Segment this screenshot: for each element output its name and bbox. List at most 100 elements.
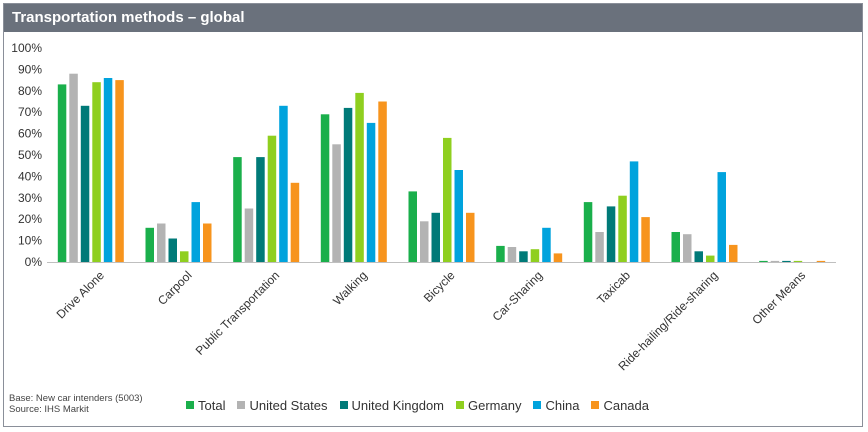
bar (408, 191, 417, 262)
y-tick-label: 60% (18, 127, 42, 141)
bar (496, 245, 505, 262)
legend-label: Canada (603, 397, 649, 413)
bar (553, 253, 563, 262)
bar (816, 260, 826, 262)
legend-label: China (545, 397, 580, 413)
bar (157, 223, 166, 262)
bar (366, 122, 376, 263)
bar (782, 260, 791, 262)
bar (420, 221, 429, 262)
bar (431, 212, 440, 262)
bar (770, 260, 780, 262)
bar (80, 105, 90, 262)
y-tick-label: 70% (18, 105, 42, 119)
footnote-source: Source: IHS Markit (9, 404, 89, 415)
legend-label: United Kingdom (351, 397, 445, 413)
bar (168, 238, 177, 262)
y-tick-label: 40% (18, 169, 42, 183)
bar (443, 137, 452, 262)
bar (256, 157, 265, 262)
legend-item: Germany (456, 398, 521, 413)
legend: Total United States United Kingdom Germany C… (186, 397, 649, 413)
bar (618, 195, 627, 262)
bar (530, 249, 540, 262)
bar (332, 144, 341, 262)
legend-item: Total (186, 398, 225, 413)
bar (320, 114, 330, 262)
bar (454, 170, 463, 262)
bar (69, 73, 78, 262)
bar (641, 217, 650, 262)
bar (629, 161, 639, 262)
bar (595, 232, 604, 262)
x-tick-label: Car-Sharing (490, 268, 546, 324)
y-tick-label: 100% (11, 41, 42, 55)
x-tick-label: Drive Alone (54, 268, 108, 322)
bar (267, 135, 277, 262)
x-tick-label: Ride-hailing/Ride-sharing (615, 268, 720, 373)
x-tick-label: Taxicab (594, 268, 633, 307)
bar (343, 107, 353, 263)
bar (466, 212, 475, 262)
bar (671, 232, 680, 262)
bar-group (57, 73, 826, 263)
legend-swatch (237, 401, 246, 409)
x-tick-label: Public Transportation (193, 268, 283, 358)
bar (290, 182, 300, 262)
legend-swatch (533, 401, 542, 409)
y-tick-label: 20% (18, 212, 42, 226)
bar (519, 251, 528, 262)
legend-swatch (186, 401, 194, 409)
footnote: Base: New car intenders (5003) Source: I… (9, 393, 143, 415)
y-tick-label: 50% (18, 148, 42, 162)
y-tick-label: 10% (18, 234, 42, 248)
legend-item: United States (237, 397, 328, 413)
bar (542, 227, 551, 262)
bar (57, 84, 67, 263)
x-tick-label: Other Means (749, 268, 808, 327)
legend-label: Total (198, 397, 226, 413)
bar (683, 234, 692, 262)
bar (191, 202, 200, 262)
y-tick-label: 30% (18, 191, 42, 205)
bar (606, 206, 616, 262)
bar (729, 244, 738, 262)
bar (717, 172, 726, 262)
bar (279, 105, 288, 262)
bar (759, 260, 768, 262)
bar (203, 223, 212, 262)
bar (92, 82, 101, 262)
legend-item: China (533, 398, 579, 413)
legend-label: United States (249, 397, 328, 413)
bar (145, 227, 154, 262)
footnote-base: Base: New car intenders (5003) (9, 393, 143, 404)
y-tick-label: 80% (18, 84, 42, 98)
chart-title: Transportation methods – global (12, 9, 245, 26)
bar (233, 157, 242, 262)
y-tick-label: 90% (18, 62, 42, 76)
bar (115, 80, 124, 262)
bar (378, 101, 387, 262)
legend-label: Germany (468, 397, 522, 413)
bar (507, 247, 517, 262)
bar (706, 255, 715, 262)
bar (244, 208, 254, 262)
x-tick-label: Walking (330, 268, 370, 308)
legend-swatch (456, 401, 465, 409)
legend-swatch (339, 401, 348, 409)
title-bar: Transportation methods – global (4, 4, 862, 32)
bar (355, 92, 364, 263)
y-axis: 0% 10% 20% 30% 40% 50% 60% 70% 80% 90% 100% (11, 41, 42, 269)
x-tick-label: Carpool (155, 268, 195, 308)
bar (694, 251, 703, 262)
legend-item: United Kingdom (339, 397, 445, 413)
bar (103, 78, 113, 262)
bar (793, 260, 803, 262)
legend-item: Canada (591, 398, 649, 413)
bar (180, 251, 189, 262)
y-tick-label: 0% (25, 255, 43, 269)
x-tick-label: Bicycle (421, 268, 458, 305)
legend-swatch (591, 401, 600, 409)
